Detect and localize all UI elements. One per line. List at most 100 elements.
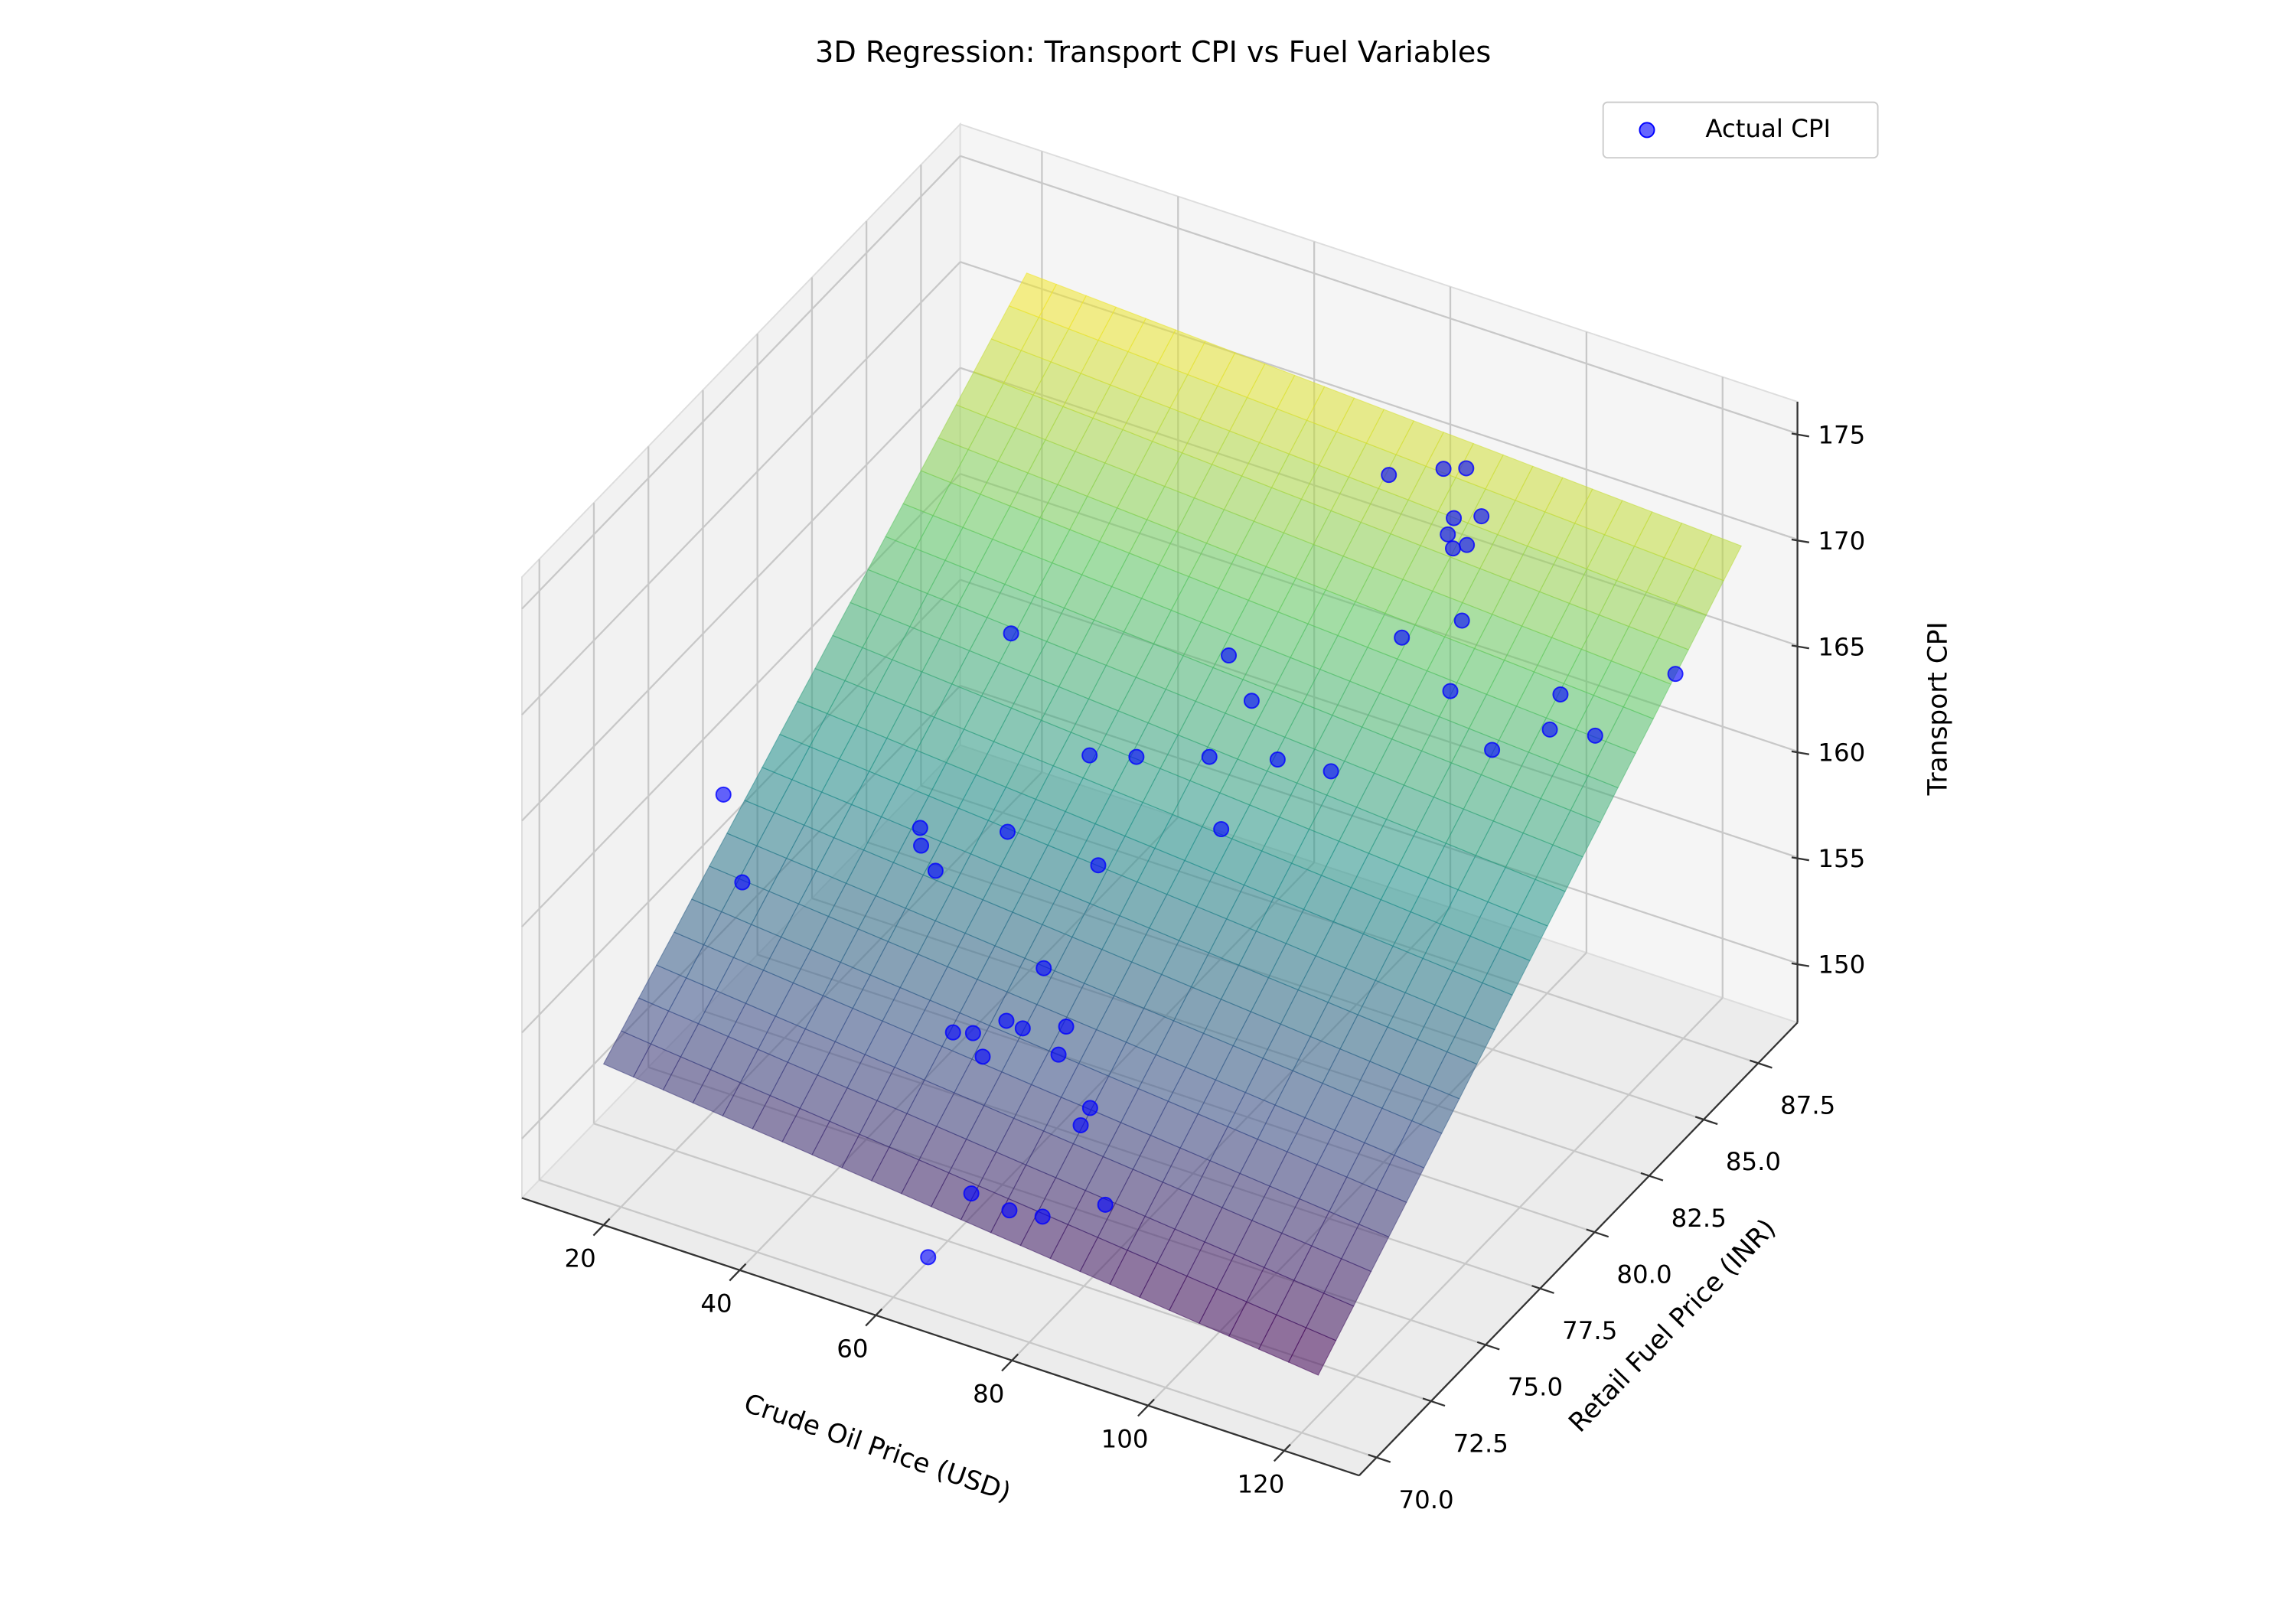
surface-patch bbox=[1693, 533, 1743, 582]
y-tick-label: 82.5 bbox=[1671, 1204, 1727, 1233]
y-tick-label: 87.5 bbox=[1780, 1091, 1835, 1120]
data-point bbox=[1435, 461, 1452, 478]
data-point bbox=[974, 1048, 991, 1065]
x-tick bbox=[1273, 1443, 1291, 1462]
data-point bbox=[1541, 721, 1558, 738]
data-point bbox=[1050, 1046, 1067, 1063]
y-grid-line bbox=[539, 1178, 1378, 1459]
data-point bbox=[1587, 727, 1603, 744]
chart-title: 3D Regression: Transport CPI vs Fuel Var… bbox=[815, 36, 1491, 70]
z-tick-label: 160 bbox=[1818, 738, 1865, 768]
z-tick-label: 165 bbox=[1818, 632, 1865, 661]
y-tick bbox=[1531, 1285, 1554, 1294]
data-point bbox=[1243, 693, 1260, 709]
x-tick-label: 60 bbox=[837, 1335, 868, 1364]
data-point bbox=[1072, 1116, 1089, 1133]
data-point bbox=[1201, 748, 1218, 765]
regression-surface bbox=[602, 272, 1743, 1376]
y-tick-label: 77.5 bbox=[1562, 1316, 1617, 1345]
data-point bbox=[1081, 1100, 1098, 1116]
y-tick bbox=[1422, 1397, 1446, 1407]
legend-marker bbox=[1639, 122, 1655, 139]
z-tick-label: 155 bbox=[1818, 844, 1865, 873]
data-point bbox=[963, 1185, 980, 1202]
legend-label: Actual CPI bbox=[1705, 114, 1831, 143]
y-tick-label: 85.0 bbox=[1726, 1147, 1781, 1176]
x-tick-label: 100 bbox=[1101, 1425, 1149, 1454]
data-point bbox=[1213, 821, 1230, 838]
data-point bbox=[1000, 823, 1016, 840]
z-tick bbox=[1791, 856, 1810, 862]
legend: Actual CPI bbox=[1602, 101, 1879, 159]
data-point bbox=[1097, 1196, 1114, 1213]
data-point bbox=[964, 1025, 981, 1041]
z-tick bbox=[1791, 962, 1810, 967]
x-tick-label: 120 bbox=[1238, 1470, 1285, 1499]
z-tick bbox=[1791, 750, 1810, 755]
data-point bbox=[1221, 647, 1238, 664]
y-tick bbox=[1694, 1116, 1718, 1126]
data-point bbox=[715, 786, 732, 803]
x-tick-label: 40 bbox=[700, 1289, 732, 1319]
x-axis-line bbox=[521, 1197, 1360, 1477]
data-point bbox=[1453, 612, 1470, 629]
z-tick bbox=[1791, 432, 1810, 438]
data-point bbox=[920, 1249, 937, 1266]
data-point bbox=[734, 874, 751, 891]
z-axis-label: Transport CPI bbox=[1923, 621, 1953, 796]
y-tick bbox=[1476, 1341, 1500, 1351]
data-point bbox=[1090, 857, 1107, 874]
z-tick-label: 170 bbox=[1818, 526, 1865, 556]
points bbox=[715, 460, 1684, 1266]
y-tick-label: 70.0 bbox=[1398, 1485, 1453, 1514]
data-point bbox=[1394, 629, 1411, 646]
y-tick bbox=[1750, 1059, 1773, 1069]
z-tick-label: 150 bbox=[1818, 950, 1865, 980]
z-grid-line bbox=[521, 261, 961, 715]
data-point bbox=[1440, 526, 1456, 543]
x-tick bbox=[1001, 1353, 1019, 1372]
x-tick bbox=[592, 1217, 611, 1237]
data-point bbox=[1484, 742, 1501, 758]
y-tick-label: 75.0 bbox=[1508, 1373, 1563, 1402]
y-tick-label: 80.0 bbox=[1616, 1260, 1671, 1289]
data-point bbox=[913, 837, 930, 854]
data-point bbox=[1269, 751, 1286, 768]
z-grid-line bbox=[960, 155, 1798, 435]
data-point bbox=[1322, 763, 1339, 780]
z-grid-line bbox=[521, 155, 961, 610]
data-point bbox=[912, 820, 928, 836]
data-point bbox=[1444, 540, 1461, 557]
data-point bbox=[1473, 508, 1490, 525]
data-point bbox=[1014, 1020, 1031, 1037]
y-tick-label: 72.5 bbox=[1453, 1429, 1508, 1458]
data-point bbox=[998, 1012, 1015, 1029]
axes: 20 40 60 80 100 120 70.072.575.0 77.5 80.082.5 85… bbox=[521, 402, 1865, 1514]
data-point bbox=[1034, 1208, 1051, 1225]
x-grid-line bbox=[1283, 997, 1724, 1452]
data-point bbox=[1058, 1019, 1075, 1035]
data-point bbox=[1081, 747, 1098, 764]
y-tick bbox=[1368, 1453, 1391, 1463]
data-point bbox=[944, 1024, 961, 1041]
x-tick bbox=[1137, 1398, 1155, 1417]
z-tick bbox=[1791, 538, 1810, 543]
y-tick bbox=[1586, 1228, 1609, 1238]
data-point bbox=[1001, 1202, 1018, 1219]
data-point bbox=[1458, 460, 1475, 477]
y-axis-line bbox=[1358, 1022, 1799, 1476]
data-point bbox=[1128, 748, 1145, 765]
legend-box bbox=[1602, 101, 1879, 159]
data-point bbox=[1552, 686, 1569, 702]
z-tick-label: 175 bbox=[1818, 420, 1865, 449]
x-tick bbox=[865, 1308, 883, 1327]
x-tick bbox=[729, 1263, 747, 1282]
data-point bbox=[1667, 666, 1684, 683]
data-point bbox=[1035, 960, 1052, 976]
x-tick-label: 80 bbox=[973, 1380, 1004, 1409]
data-point bbox=[1003, 625, 1019, 642]
data-point bbox=[1446, 510, 1463, 526]
z-grid-line bbox=[521, 367, 961, 822]
